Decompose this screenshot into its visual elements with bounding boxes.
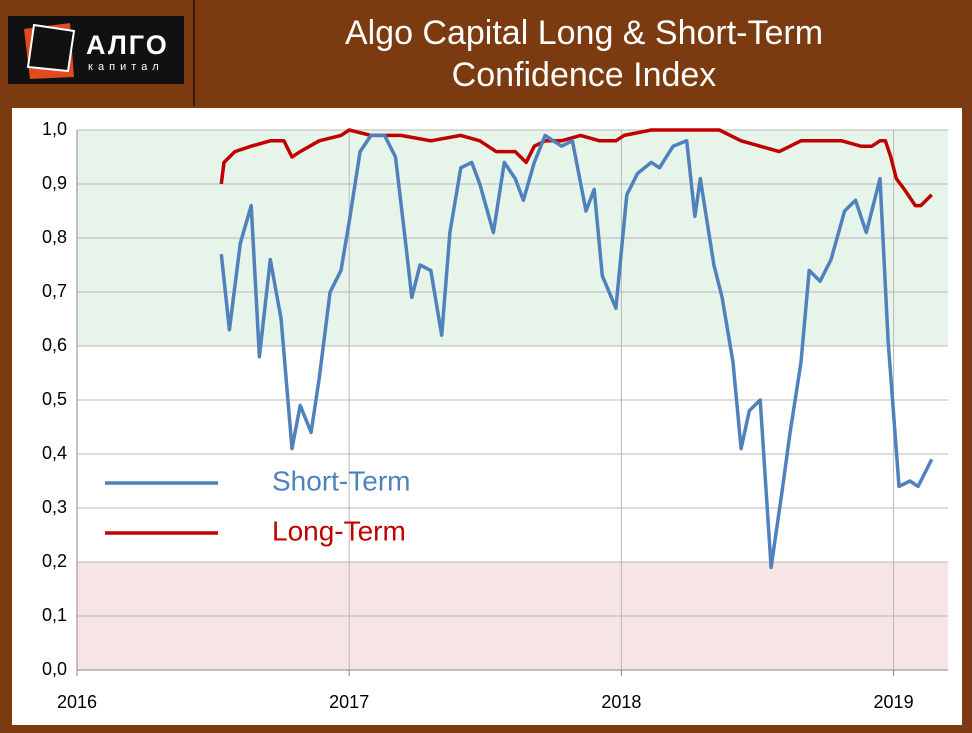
- x-tick-label: 2017: [329, 692, 369, 712]
- x-tick-label: 2018: [601, 692, 641, 712]
- y-tick-label: 1,0: [42, 119, 67, 139]
- logo-icon: [24, 23, 76, 79]
- y-tick-label: 0,5: [42, 389, 67, 409]
- series-line: [219, 128, 933, 208]
- y-tick-label: 0,9: [42, 173, 67, 193]
- y-tick-label: 0,0: [42, 659, 67, 679]
- header-divider: [193, 0, 195, 106]
- chart-title: Algo Capital Long & Short-Term Confidenc…: [344, 14, 824, 94]
- y-tick-label: 0,2: [42, 551, 67, 571]
- logo-name: АЛГО: [86, 30, 169, 60]
- logo-tagline: капитал: [88, 61, 164, 73]
- y-tick-label: 0,8: [42, 227, 67, 247]
- y-tick-label: 0,3: [42, 497, 67, 517]
- logo: АЛГО капитал: [8, 16, 184, 84]
- x-tick-label: 2016: [57, 692, 97, 712]
- x-tick-label: 2019: [874, 692, 914, 712]
- y-tick-label: 0,7: [42, 281, 67, 301]
- legend-label: Long-Term: [272, 515, 406, 546]
- y-tick-label: 0,6: [42, 335, 67, 355]
- y-tick-label: 0,1: [42, 605, 67, 625]
- legend-label: Short-Term: [272, 465, 410, 496]
- series-line: [219, 133, 934, 570]
- y-tick-label: 0,4: [42, 443, 67, 463]
